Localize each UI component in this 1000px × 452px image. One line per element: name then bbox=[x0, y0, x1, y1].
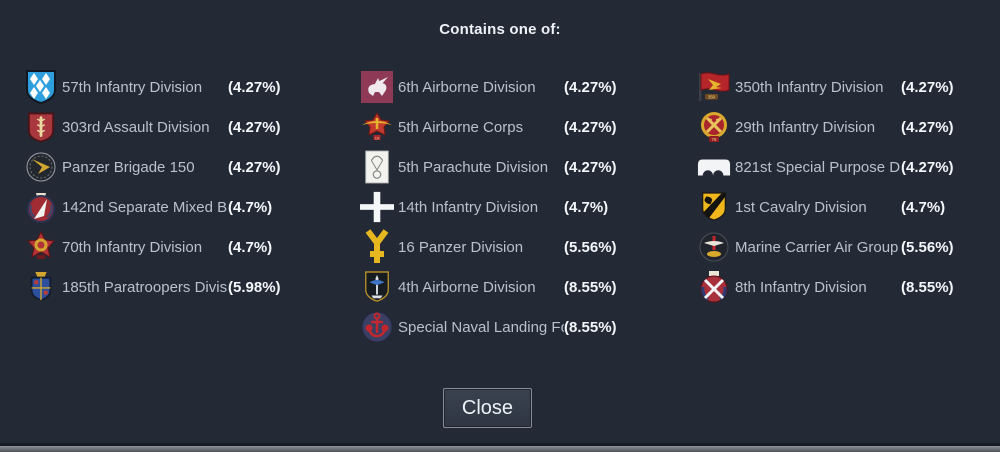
division-row: 4th Airborne Division (8.55%) bbox=[360, 267, 626, 307]
medical-staff-shield-icon bbox=[24, 110, 58, 144]
division-row: Special Naval Landing For (8.55%) bbox=[360, 307, 626, 347]
division-name: 29th Infantry Division bbox=[735, 118, 876, 136]
division-name: 350th Infantry Division bbox=[735, 78, 884, 96]
division-weight: (5.98%) bbox=[228, 278, 281, 296]
division-name: 1st Cavalry Division bbox=[735, 198, 867, 216]
division-weight: (4.7%) bbox=[228, 198, 273, 216]
division-weight: (4.27%) bbox=[228, 118, 281, 136]
division-row: 303rd Assault Division (4.27%) bbox=[24, 107, 290, 147]
division-weight: (4.27%) bbox=[564, 78, 617, 96]
close-button[interactable]: Close bbox=[443, 388, 532, 428]
red-flag-350-icon: 350 bbox=[697, 70, 731, 104]
dialog-bottom-edge bbox=[0, 443, 1000, 446]
division-name: 821st Special Purpose Div bbox=[735, 158, 901, 176]
division-name: 6th Airborne Division bbox=[398, 78, 536, 96]
division-name: 70th Infantry Division bbox=[62, 238, 203, 256]
division-row: 1st Cavalry Division (4.7%) bbox=[697, 187, 963, 227]
division-row: Marine Carrier Air Group (5.56%) bbox=[697, 227, 963, 267]
division-row: 16 Panzer Division (5.56%) bbox=[360, 227, 626, 267]
division-weight: (4.27%) bbox=[228, 158, 281, 176]
division-row: 350 350th Infantry Division (4.27%) bbox=[697, 67, 963, 107]
winged-star-icon: 10 bbox=[360, 110, 394, 144]
division-weight: (4.27%) bbox=[901, 118, 954, 136]
division-weight: (8.55%) bbox=[564, 278, 617, 296]
division-row: 142nd Separate Mixed Bri (4.7%) bbox=[24, 187, 290, 227]
division-weight: (4.27%) bbox=[901, 78, 954, 96]
division-weight: (4.27%) bbox=[564, 118, 617, 136]
bavarian-lozenge-shield-icon bbox=[24, 70, 58, 104]
crowned-crest-icon bbox=[24, 270, 58, 304]
division-name: 16 Panzer Division bbox=[398, 238, 524, 256]
naval-anchor-roundel-icon bbox=[360, 310, 394, 344]
winged-sword-shield-icon bbox=[360, 270, 394, 304]
division-name: Panzer Brigade 150 bbox=[62, 158, 195, 176]
division-weight: (4.7%) bbox=[901, 198, 946, 216]
division-name: 303rd Assault Division bbox=[62, 118, 210, 136]
pegasus-square-icon bbox=[360, 70, 394, 104]
division-row: 14th Infantry Division (4.7%) bbox=[360, 187, 626, 227]
eagle-roundel-icon bbox=[24, 150, 58, 184]
division-column-2: 6th Airborne Division (4.27%) 10 5th Air… bbox=[360, 67, 626, 347]
division-column-1: 57th Infantry Division (4.27%) 303rd Ass… bbox=[24, 67, 290, 307]
division-row: 821st Special Purpose Div (4.27%) bbox=[697, 147, 963, 187]
division-name: Marine Carrier Air Group bbox=[735, 238, 899, 256]
division-row: 185th Paratroopers Divisio (5.98%) bbox=[24, 267, 290, 307]
background-window-edge bbox=[0, 446, 1000, 452]
division-row: 10 5th Airborne Corps (4.27%) bbox=[360, 107, 626, 147]
division-row: Panzer Brigade 150 (4.27%) bbox=[24, 147, 290, 187]
division-weight: (4.27%) bbox=[901, 158, 954, 176]
cavalry-shield-icon bbox=[697, 190, 731, 224]
division-weight: (5.56%) bbox=[901, 238, 954, 256]
division-name: 5th Parachute Division bbox=[398, 158, 549, 176]
division-weight: (4.7%) bbox=[228, 238, 273, 256]
division-weight: (4.27%) bbox=[564, 158, 617, 176]
division-row: 6th Airborne Division (4.27%) bbox=[360, 67, 626, 107]
svg-text:10: 10 bbox=[375, 136, 380, 141]
dagger-roundel-icon bbox=[24, 190, 58, 224]
svg-text:78: 78 bbox=[711, 137, 717, 142]
star-anchor-badge-icon bbox=[24, 230, 58, 264]
division-weight: (4.27%) bbox=[228, 78, 281, 96]
white-cross-icon bbox=[360, 190, 394, 224]
division-name: 14th Infantry Division bbox=[398, 198, 539, 216]
panzer-rune-icon bbox=[360, 229, 394, 264]
crossed-swords-badge-icon bbox=[697, 270, 731, 304]
division-row: 57th Infantry Division (4.27%) bbox=[24, 67, 290, 107]
dialog-title: Contains one of: bbox=[439, 21, 561, 38]
division-column-3: 350 350th Infantry Division (4.27%) 78 2… bbox=[697, 67, 963, 307]
division-name: 5th Airborne Corps bbox=[398, 118, 524, 136]
division-weight: (4.7%) bbox=[564, 198, 609, 216]
division-row: 70th Infantry Division (4.7%) bbox=[24, 227, 290, 267]
carrier-air-roundel-icon bbox=[697, 230, 731, 264]
wreath-axes-78-icon: 78 bbox=[697, 110, 731, 144]
division-name: Special Naval Landing For bbox=[398, 318, 564, 336]
division-row: 8th Infantry Division (8.55%) bbox=[697, 267, 963, 307]
division-row: 5th Parachute Division (4.27%) bbox=[360, 147, 626, 187]
division-weight: (5.56%) bbox=[564, 238, 617, 256]
division-name: 142nd Separate Mixed Bri bbox=[62, 198, 228, 216]
division-name: 57th Infantry Division bbox=[62, 78, 203, 96]
division-weight: (8.55%) bbox=[901, 278, 954, 296]
division-name: 185th Paratroopers Divisio bbox=[62, 278, 228, 296]
bridge-badge-icon bbox=[697, 150, 731, 184]
svg-text:350: 350 bbox=[708, 95, 716, 100]
parachute-card-icon bbox=[360, 150, 394, 184]
division-name: 8th Infantry Division bbox=[735, 278, 867, 296]
division-weight: (8.55%) bbox=[564, 318, 617, 336]
division-name: 4th Airborne Division bbox=[398, 278, 536, 296]
division-row: 78 29th Infantry Division (4.27%) bbox=[697, 107, 963, 147]
